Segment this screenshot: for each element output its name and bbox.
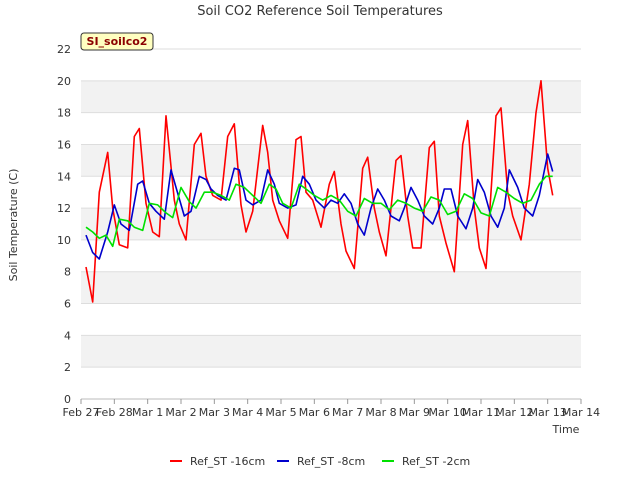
legend-label: Ref_ST -16cm xyxy=(190,455,265,468)
grid-band xyxy=(81,335,581,368)
source-badge: SI_soilco2 xyxy=(80,32,154,51)
x-tick-label: Mar 5 xyxy=(265,406,296,419)
grid-band xyxy=(81,112,581,145)
x-tick-label: Mar 9 xyxy=(399,406,430,419)
x-axis-label: Time xyxy=(552,423,580,436)
grid-band xyxy=(81,80,581,113)
y-tick-label: 18 xyxy=(57,107,71,120)
y-tick-label: 8 xyxy=(64,266,71,279)
legend-label: Ref_ST -2cm xyxy=(402,455,470,468)
y-tick-label: 2 xyxy=(64,361,71,374)
x-tick-label: Mar 12 xyxy=(495,406,533,419)
grid-band xyxy=(81,271,581,304)
y-axis-ticks: 0 2 4 6 8 10 12 14 16 18 20 22 xyxy=(57,43,71,406)
x-tick-label: Mar 10 xyxy=(429,406,467,419)
x-tick-label: Mar 8 xyxy=(365,406,396,419)
y-tick-label: 0 xyxy=(64,393,71,406)
y-tick-label: 12 xyxy=(57,202,71,215)
series-lines xyxy=(85,80,554,303)
x-tick-label: Mar 13 xyxy=(529,406,567,419)
y-tick-label: 16 xyxy=(57,138,71,151)
source-badge-label: SI_soilco2 xyxy=(87,35,148,48)
chart-title: Soil CO2 Reference Soil Temperatures xyxy=(197,4,443,19)
grid-band xyxy=(81,239,581,272)
series-line-ref-st-2cm xyxy=(85,175,553,248)
y-axis-label: Soil Temperature (C) xyxy=(7,169,20,282)
series-line-ref-st-8cm xyxy=(85,153,554,260)
y-tick-label: 20 xyxy=(57,75,71,88)
x-tick-label: Feb 28 xyxy=(96,406,133,419)
x-tick-label: Mar 14 xyxy=(562,406,600,419)
y-tick-label: 22 xyxy=(57,43,71,56)
grid-band xyxy=(81,49,581,81)
y-tick-label: 6 xyxy=(64,298,71,311)
grid-band xyxy=(81,303,581,336)
x-tick-label: Feb 27 xyxy=(63,406,100,419)
y-tick-label: 4 xyxy=(64,329,71,342)
grid-band xyxy=(81,367,581,399)
x-tick-label: Mar 2 xyxy=(165,406,196,419)
x-tick-label: Mar 4 xyxy=(232,406,263,419)
y-tick-label: 14 xyxy=(57,170,71,183)
x-tick-label: Mar 1 xyxy=(132,406,163,419)
legend: Ref_ST -16cm Ref_ST -8cm Ref_ST -2cm xyxy=(170,455,470,468)
x-tick-label: Mar 3 xyxy=(199,406,230,419)
plot-background xyxy=(81,48,581,400)
x-tick-label: Mar 11 xyxy=(462,406,500,419)
legend-label: Ref_ST -8cm xyxy=(297,455,365,468)
x-tick-label: Mar 7 xyxy=(332,406,363,419)
series-line-ref-st-16cm xyxy=(85,80,554,303)
x-tick-label: Mar 6 xyxy=(299,406,330,419)
y-tick-label: 10 xyxy=(57,234,71,247)
